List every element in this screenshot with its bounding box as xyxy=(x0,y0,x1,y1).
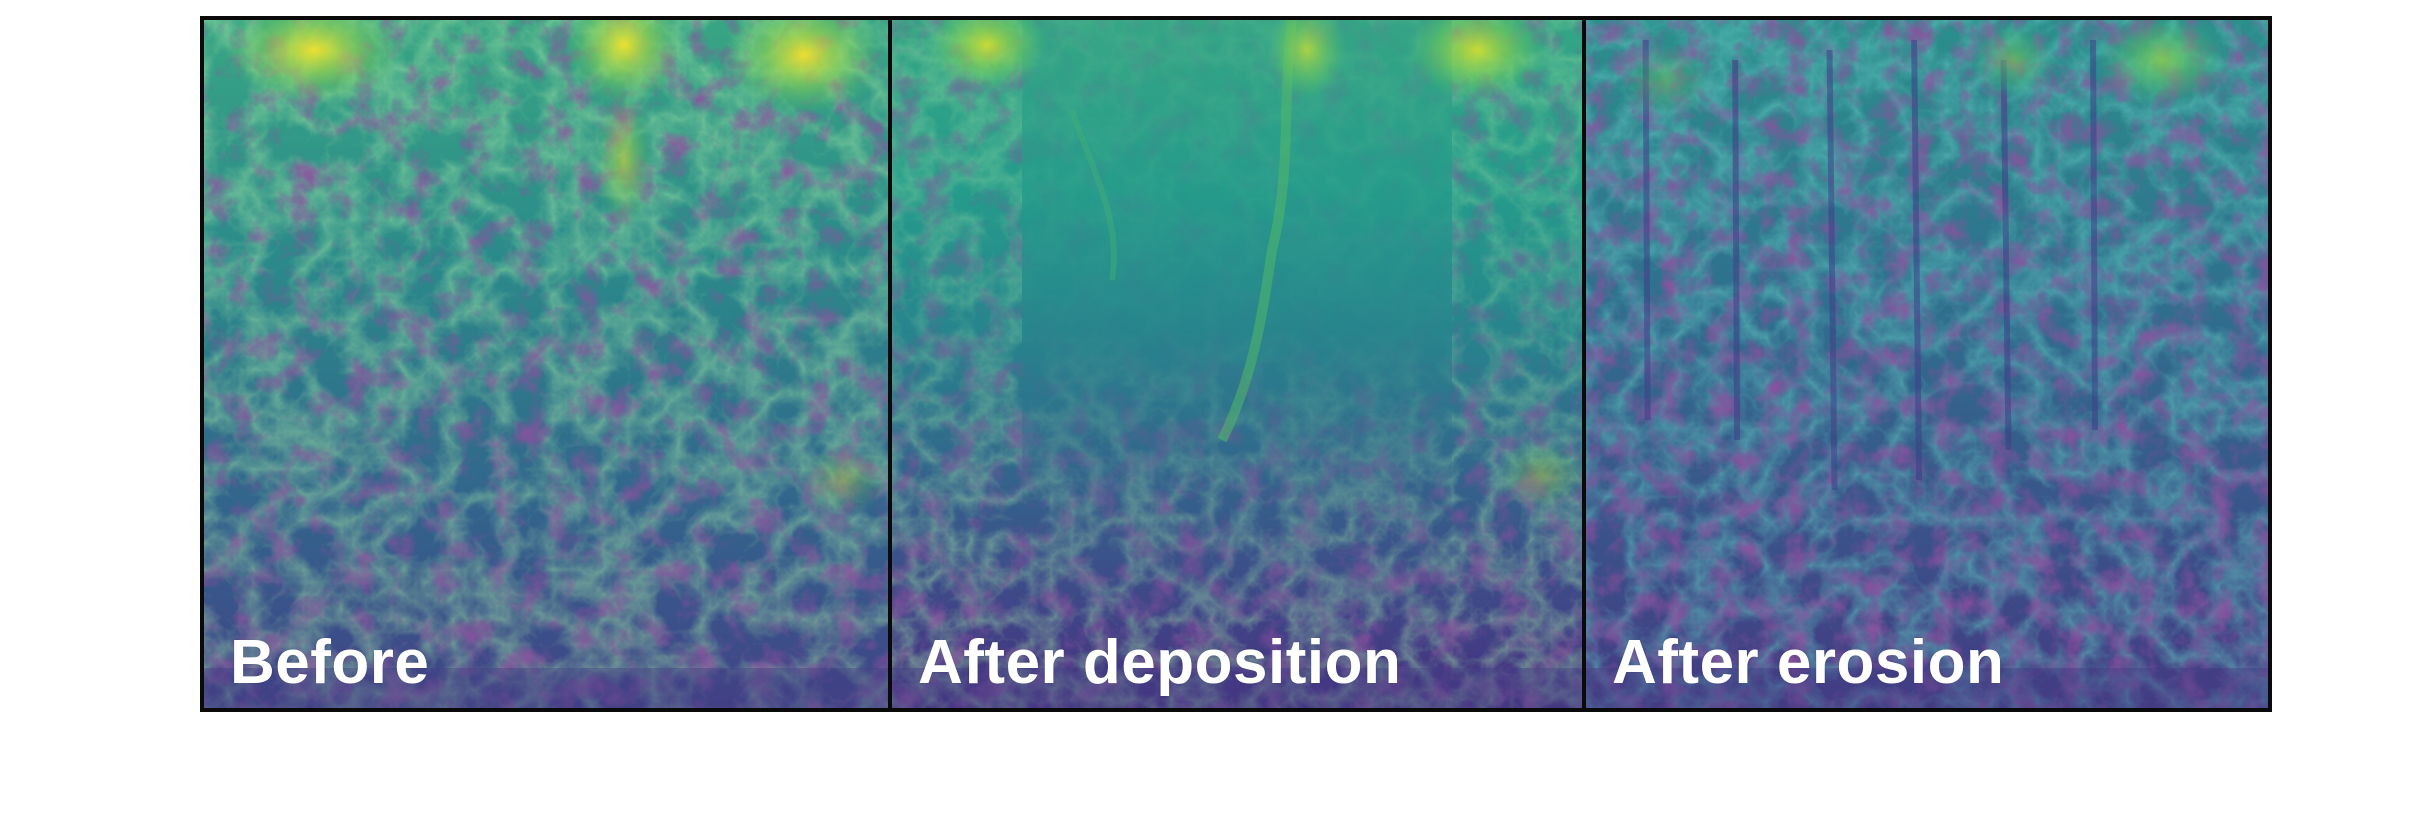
panel-label-after-erosion: After erosion xyxy=(1612,628,2005,697)
terrain-map-after-deposition xyxy=(892,20,1582,708)
panel-after-erosion: After erosion xyxy=(1582,20,2268,708)
terrain-map-before xyxy=(204,20,888,708)
panel-label-after-deposition: After deposition xyxy=(918,628,1402,697)
panel-before: Before xyxy=(204,20,888,708)
panel-after-deposition: After deposition xyxy=(888,20,1582,708)
comparison-figure: Before xyxy=(200,16,2272,712)
terrain-map-after-erosion xyxy=(1586,20,2268,708)
panel-label-before: Before xyxy=(230,628,430,697)
